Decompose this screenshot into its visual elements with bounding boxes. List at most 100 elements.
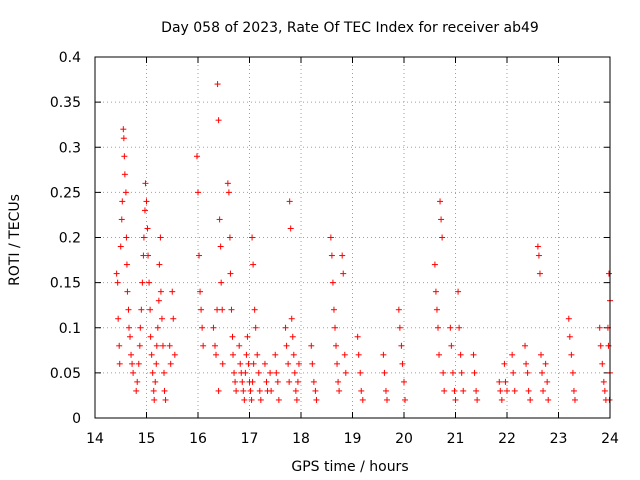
data-point <box>605 342 612 349</box>
data-point <box>329 279 336 286</box>
data-point <box>523 360 530 367</box>
data-point <box>448 342 455 349</box>
data-point <box>119 198 126 205</box>
data-point <box>336 387 343 394</box>
data-point <box>354 333 361 340</box>
data-point <box>380 351 387 358</box>
data-point <box>355 351 362 358</box>
x-tick-label: 17 <box>241 431 259 447</box>
data-point <box>601 387 608 394</box>
data-point <box>151 396 158 403</box>
data-point <box>288 315 295 322</box>
data-point <box>245 360 252 367</box>
data-point <box>440 369 447 376</box>
data-point <box>239 378 246 385</box>
data-point <box>135 360 142 367</box>
data-point <box>249 378 256 385</box>
data-point <box>116 360 123 367</box>
data-point <box>455 288 462 295</box>
data-point <box>605 270 612 277</box>
data-point <box>215 117 222 124</box>
data-point <box>381 369 388 376</box>
data-point <box>310 378 317 385</box>
data-point <box>229 333 236 340</box>
data-point <box>118 216 125 223</box>
data-point <box>153 342 160 349</box>
data-point <box>161 369 168 376</box>
x-axis-label: GPS time / hours <box>291 459 408 475</box>
data-point <box>122 189 129 196</box>
x-tick-label: 15 <box>138 431 156 447</box>
data-point <box>312 387 319 394</box>
data-point <box>539 369 546 376</box>
data-point <box>171 351 178 358</box>
data-point <box>330 306 337 313</box>
data-point <box>197 288 204 295</box>
data-point <box>216 216 223 223</box>
data-point <box>149 369 156 376</box>
data-point <box>199 324 206 331</box>
data-point <box>147 306 154 313</box>
x-tick-label: 19 <box>344 431 362 447</box>
data-point <box>399 360 406 367</box>
data-point <box>433 306 440 313</box>
data-point <box>437 198 444 205</box>
data-point <box>256 387 263 394</box>
data-point <box>195 189 201 196</box>
data-point <box>431 261 438 268</box>
data-point <box>120 135 127 142</box>
data-point <box>232 378 239 385</box>
data-point <box>358 387 365 394</box>
data-point <box>510 369 517 376</box>
x-tick-label: 21 <box>447 431 465 447</box>
data-point <box>327 234 334 241</box>
data-point <box>571 396 578 403</box>
data-point <box>138 306 145 313</box>
y-tick-label: 0.25 <box>50 185 81 201</box>
data-point <box>211 342 218 349</box>
data-point <box>136 342 143 349</box>
data-point <box>342 369 349 376</box>
data-point <box>434 324 441 331</box>
data-point <box>166 342 173 349</box>
grid-lines <box>95 57 610 418</box>
data-point <box>340 270 347 277</box>
data-point <box>275 396 282 403</box>
data-point <box>247 387 254 394</box>
data-point <box>130 369 137 376</box>
plot-frame <box>94 56 611 419</box>
data-point <box>333 342 340 349</box>
data-point <box>243 351 250 358</box>
data-point <box>291 369 298 376</box>
data-point <box>117 243 124 250</box>
data-point <box>522 342 529 349</box>
chart-title: Day 058 of 2023, Rate Of TEC Index for r… <box>161 20 539 36</box>
data-point <box>268 387 275 394</box>
data-point <box>261 360 268 367</box>
data-point <box>170 315 177 322</box>
data-point <box>114 279 121 286</box>
data-point <box>198 306 205 313</box>
data-point <box>498 396 505 403</box>
y-tick-label: 0.15 <box>50 276 81 292</box>
y-tick-label: 0 <box>72 411 81 427</box>
data-point <box>255 369 262 376</box>
data-point <box>134 378 141 385</box>
data-point <box>141 207 148 214</box>
data-point <box>460 387 467 394</box>
data-point <box>248 396 255 403</box>
data-point <box>502 378 509 385</box>
data-point <box>140 234 147 241</box>
data-point <box>441 387 448 394</box>
data-point <box>339 252 346 259</box>
data-point <box>125 306 132 313</box>
data-point <box>449 369 456 376</box>
data-point <box>224 180 231 187</box>
data-point <box>218 279 225 286</box>
data-point <box>335 378 342 385</box>
data-point <box>565 315 572 322</box>
data-point <box>162 396 169 403</box>
data-point <box>569 369 576 376</box>
data-point <box>146 279 153 286</box>
data-point <box>542 360 549 367</box>
